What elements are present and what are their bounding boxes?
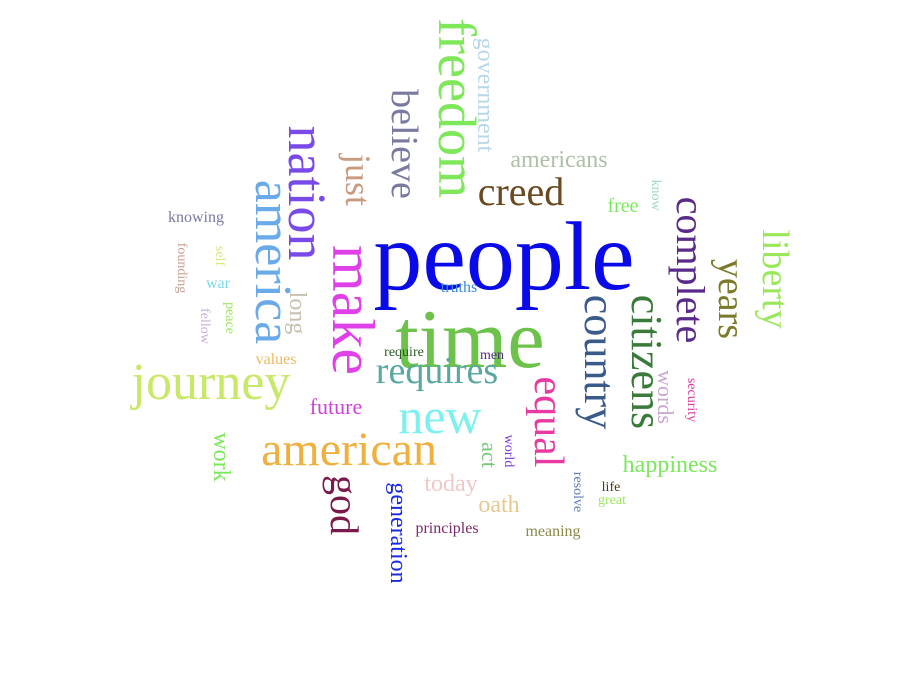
word-new: new xyxy=(398,388,481,444)
word-free: free xyxy=(607,195,638,217)
word-time: time xyxy=(395,293,544,386)
word-know: know xyxy=(648,179,663,211)
word-america: america xyxy=(244,180,301,345)
word-fellow: fellow xyxy=(197,308,212,345)
word-creed: creed xyxy=(478,169,565,214)
word-god: god xyxy=(322,475,367,535)
word-resolve: resolve xyxy=(570,472,585,512)
word-citizens: citizens xyxy=(622,295,671,429)
word-values: values xyxy=(256,351,297,368)
word-freedom: freedom xyxy=(427,18,487,198)
word-oath: oath xyxy=(478,492,519,518)
word-journey: journey xyxy=(130,354,291,411)
word-country: country xyxy=(575,295,624,429)
word-truths: truths xyxy=(441,279,477,296)
word-work: work xyxy=(208,432,234,481)
word-american: american xyxy=(261,423,437,476)
word-liberty: liberty xyxy=(754,229,796,328)
word-future: future xyxy=(310,394,363,419)
word-life: life xyxy=(602,480,621,495)
word-complete: complete xyxy=(668,197,713,344)
word-believe: believe xyxy=(383,89,425,199)
word-years: years xyxy=(710,259,752,339)
word-government: government xyxy=(472,38,498,153)
word-requires: requires xyxy=(376,350,498,392)
word-knowing: knowing xyxy=(168,209,224,226)
word-people: people xyxy=(373,203,634,311)
word-self: self xyxy=(212,246,227,267)
word-words: words xyxy=(653,370,678,424)
word-founding: founding xyxy=(174,243,189,294)
word-require: require xyxy=(384,345,424,360)
word-peace: peace xyxy=(222,302,237,334)
word-americans: americans xyxy=(510,147,607,173)
word-just: just xyxy=(338,152,378,206)
word-act: act xyxy=(477,442,502,468)
word-happiness: happiness xyxy=(623,452,718,478)
word-world: world xyxy=(501,435,516,468)
word-men: men xyxy=(480,348,504,363)
word-generation: generation xyxy=(385,482,411,583)
word-long: long xyxy=(284,292,310,335)
word-security: security xyxy=(684,378,699,422)
word-great: great xyxy=(598,493,626,508)
word-equal: equal xyxy=(525,377,571,468)
word-principles: principles xyxy=(415,520,478,537)
word-today: today xyxy=(424,471,477,497)
word-make: make xyxy=(320,245,386,375)
word-war: war xyxy=(206,275,231,292)
word-nation: nation xyxy=(277,126,337,261)
word-meaning: meaning xyxy=(525,523,580,540)
